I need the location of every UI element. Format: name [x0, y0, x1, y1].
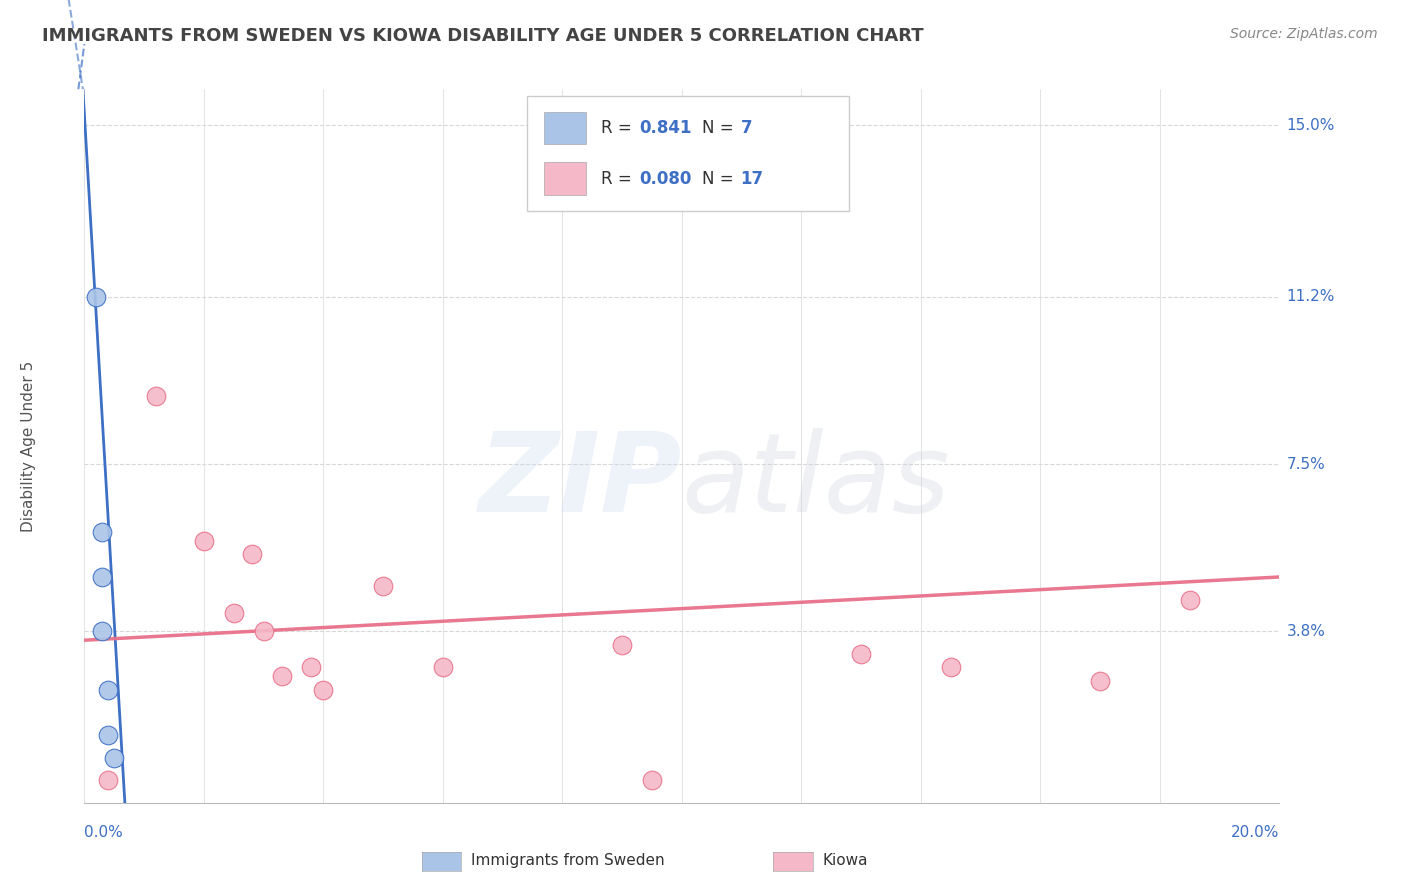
Point	[253, 624, 276, 639]
Point	[432, 660, 454, 674]
Text: ZIP: ZIP	[478, 428, 682, 535]
Text: 20.0%: 20.0%	[1232, 825, 1279, 840]
FancyBboxPatch shape	[544, 162, 586, 194]
Text: N =: N =	[702, 169, 740, 187]
Text: 0.0%: 0.0%	[84, 825, 124, 840]
Point	[91, 624, 114, 639]
Text: atlas: atlas	[682, 428, 950, 535]
Point	[301, 660, 323, 674]
Point	[97, 728, 120, 742]
Point	[103, 750, 125, 764]
Point	[1178, 592, 1201, 607]
Text: 7.5%: 7.5%	[1286, 457, 1326, 472]
Text: 0.080: 0.080	[638, 169, 692, 187]
Point	[312, 682, 335, 697]
Text: 17: 17	[741, 169, 763, 187]
Point	[270, 669, 292, 683]
Point	[240, 548, 263, 562]
Point	[97, 773, 120, 788]
FancyBboxPatch shape	[544, 112, 586, 145]
Point	[193, 533, 215, 548]
Text: 3.8%: 3.8%	[1286, 624, 1326, 639]
Text: Immigrants from Sweden: Immigrants from Sweden	[471, 854, 665, 868]
Text: R =: R =	[600, 120, 637, 137]
Point	[91, 570, 114, 584]
Point	[97, 682, 120, 697]
Text: IMMIGRANTS FROM SWEDEN VS KIOWA DISABILITY AGE UNDER 5 CORRELATION CHART: IMMIGRANTS FROM SWEDEN VS KIOWA DISABILI…	[42, 27, 924, 45]
Point	[849, 647, 872, 661]
Text: 15.0%: 15.0%	[1286, 118, 1334, 133]
Text: Kiowa: Kiowa	[823, 854, 868, 868]
Point	[222, 606, 245, 620]
Text: N =: N =	[702, 120, 740, 137]
Text: R =: R =	[600, 169, 637, 187]
Text: Disability Age Under 5: Disability Age Under 5	[21, 360, 35, 532]
FancyBboxPatch shape	[526, 96, 849, 211]
Text: 7: 7	[741, 120, 752, 137]
Text: Source: ZipAtlas.com: Source: ZipAtlas.com	[1230, 27, 1378, 41]
Text: 0.841: 0.841	[638, 120, 692, 137]
Point	[1088, 673, 1111, 688]
Point	[939, 660, 962, 674]
Point	[86, 290, 108, 304]
Point	[610, 638, 633, 652]
Point	[641, 773, 664, 788]
Point	[371, 579, 394, 593]
Point	[91, 524, 114, 539]
Point	[145, 389, 167, 403]
Text: 11.2%: 11.2%	[1286, 290, 1334, 304]
